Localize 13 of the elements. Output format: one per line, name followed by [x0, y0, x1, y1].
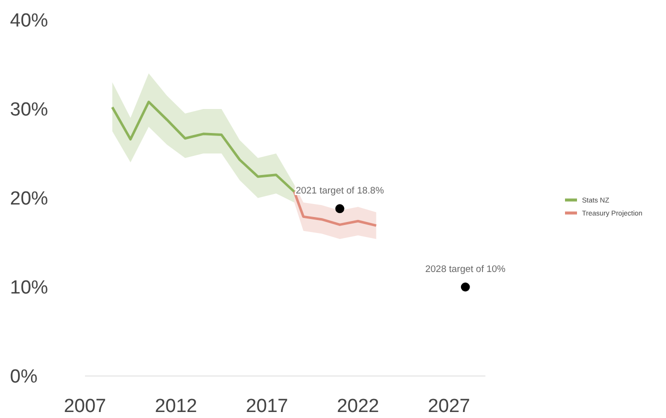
y-tick-label: 0% [10, 366, 38, 388]
y-tick-label: 10% [10, 278, 48, 299]
x-tick-label: 2012 [154, 396, 198, 417]
y-tick-label: 40% [10, 10, 48, 32]
x-tick-label: 2027 [428, 396, 470, 417]
x-tick-label: 2022 [336, 396, 380, 417]
annotation: 2021 target of 18.8% [296, 186, 384, 197]
x-tick-label: 2007 [64, 396, 106, 417]
x-tick-label: 2017 [246, 396, 288, 417]
y-tick-label: 20% [10, 188, 48, 210]
y-tick-label: 30% [10, 100, 48, 121]
annotation: 2028 target of 10% [425, 264, 506, 275]
line-series [111, 100, 296, 194]
